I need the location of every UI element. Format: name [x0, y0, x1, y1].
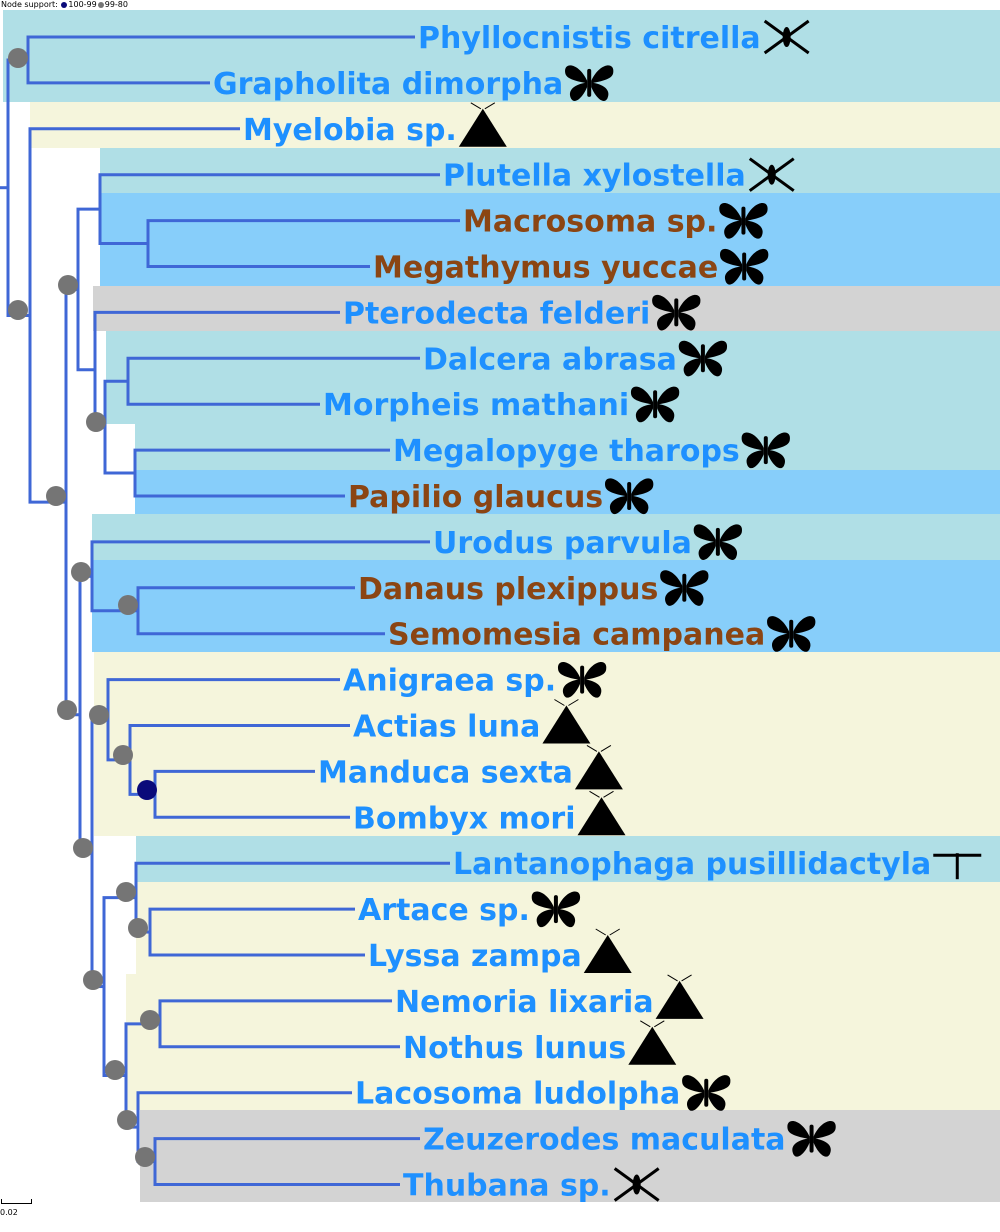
butterfly-silhouette-icon — [660, 570, 709, 606]
moth-resting-silhouette-icon — [583, 928, 632, 973]
taxon-label: Morpheis mathani — [323, 388, 629, 423]
taxon-label: Dalcera abrasa — [423, 342, 677, 377]
taxon-label: Manduca sexta — [318, 755, 573, 790]
moth-resting-silhouette-icon — [655, 974, 704, 1019]
taxon-label: Myelobia sp. — [243, 113, 457, 148]
support-node-dot — [86, 412, 106, 432]
taxon-label: Thubana sp. — [403, 1169, 611, 1204]
support-node-dot — [117, 1110, 137, 1130]
clade-band — [140, 1110, 1000, 1202]
moth-silhouette-icon — [652, 294, 701, 331]
support-nodes — [8, 48, 160, 1167]
support-node-dot — [128, 918, 148, 938]
support-node-dot — [135, 1147, 155, 1167]
microlepidoptera-silhouette-icon — [763, 19, 810, 55]
clade-band — [126, 974, 1000, 1110]
moth-silhouette-icon — [531, 891, 581, 928]
support-node-dot — [89, 705, 109, 725]
taxon-label: Papilio glaucus — [348, 480, 603, 515]
taxon-labels: Phyllocnistis citrella Grapholita dimorph… — [213, 21, 931, 1204]
clade-band — [136, 836, 1000, 882]
moth-silhouette-icon — [787, 1121, 836, 1157]
moth-silhouette-icon — [565, 65, 614, 101]
support-node-dot — [118, 595, 138, 615]
taxon-label: Anigraea sp. — [343, 664, 556, 699]
support-node-dot — [58, 275, 78, 295]
taxon-label: Danaus plexippus — [358, 572, 658, 607]
taxon-label: Grapholita dimorpha — [213, 67, 563, 102]
support-node-dot — [46, 486, 66, 506]
taxon-silhouettes — [458, 19, 982, 1202]
taxon-label: Artace sp. — [358, 893, 530, 928]
moth-resting-silhouette-icon — [458, 102, 507, 147]
legend-dot-high — [61, 2, 68, 8]
taxon-label: Megathymus yuccae — [373, 251, 718, 286]
support-node-dot — [140, 1010, 160, 1030]
butterfly-silhouette-icon — [605, 478, 654, 515]
butterfly-silhouette-icon — [767, 616, 816, 652]
moth-resting-silhouette-icon — [577, 790, 626, 836]
support-node-dot — [116, 882, 136, 902]
moth-silhouette-icon — [693, 524, 743, 560]
scale-bar-label: 0.02 — [0, 1208, 18, 1217]
clade-band — [3, 10, 1000, 102]
legend-label-high: 100-99 — [68, 0, 97, 9]
taxon-label: Megalopyge tharops — [393, 434, 740, 469]
moth-silhouette-icon — [678, 340, 728, 377]
support-node-dot — [57, 700, 77, 720]
support-node-dot — [137, 780, 157, 800]
taxon-label: Lyssa zampa — [368, 939, 582, 974]
butterfly-silhouette-icon — [720, 248, 769, 285]
clade-bands — [3, 10, 1000, 1202]
clade-band — [135, 470, 1000, 514]
clade-band — [100, 193, 1000, 286]
taxon-label: Bombyx mori — [353, 801, 576, 836]
moth-silhouette-icon — [557, 662, 607, 698]
moth-resting-silhouette-icon — [628, 1020, 677, 1065]
clade-band — [100, 148, 1000, 193]
clade-band — [92, 514, 1000, 560]
moth-resting-silhouette-icon — [542, 699, 591, 744]
moth-silhouette-icon — [741, 432, 790, 469]
taxon-label: Nothus lunus — [403, 1031, 626, 1066]
taxon-label: Lacosoma ludolpha — [355, 1077, 680, 1112]
clade-band — [135, 424, 1000, 470]
support-node-dot — [83, 970, 103, 990]
clade-band — [94, 652, 1000, 836]
clade-band — [92, 560, 1000, 652]
clade-band — [30, 102, 1000, 148]
taxon-label: Actias luna — [353, 710, 540, 745]
taxon-label: Zeuzerodes maculata — [423, 1123, 786, 1158]
microlepidoptera-silhouette-icon — [613, 1167, 660, 1202]
taxon-label: Plutella xylostella — [443, 159, 746, 194]
moth-resting-silhouette-icon — [574, 744, 623, 790]
clade-band — [93, 286, 1000, 331]
microlepidoptera-silhouette-icon — [748, 157, 795, 192]
plume-moth-silhouette-icon — [933, 853, 982, 880]
taxon-label: Lantanophaga pusillidactyla — [453, 847, 931, 882]
taxon-label: Urodus parvula — [433, 526, 692, 561]
support-node-dot — [73, 838, 93, 858]
support-node-dot — [105, 1060, 125, 1080]
legend-dot-mid — [97, 2, 104, 8]
scale-bar: 0.02 — [0, 1199, 32, 1225]
legend-title: Node support: — [1, 0, 58, 9]
taxon-label: Pterodecta felderi — [343, 296, 650, 331]
support-node-dot — [8, 48, 28, 68]
support-node-dot — [71, 562, 91, 582]
support-node-dot — [8, 300, 28, 320]
legend-label-mid: 99-80 — [104, 0, 128, 9]
butterfly-silhouette-icon — [719, 203, 768, 239]
moth-silhouette-icon — [682, 1075, 731, 1111]
taxon-label: Nemoria lixaria — [395, 985, 654, 1020]
taxon-label: Macrosoma sp. — [463, 205, 717, 240]
clade-band — [106, 331, 1000, 424]
support-node-dot — [113, 745, 133, 765]
moth-silhouette-icon — [630, 386, 680, 423]
taxon-label: Phyllocnistis citrella — [418, 21, 761, 56]
taxon-label: Semomesia campanea — [388, 618, 765, 653]
node-support-legend: Node support: 100-99 99-80 — [1, 0, 128, 10]
